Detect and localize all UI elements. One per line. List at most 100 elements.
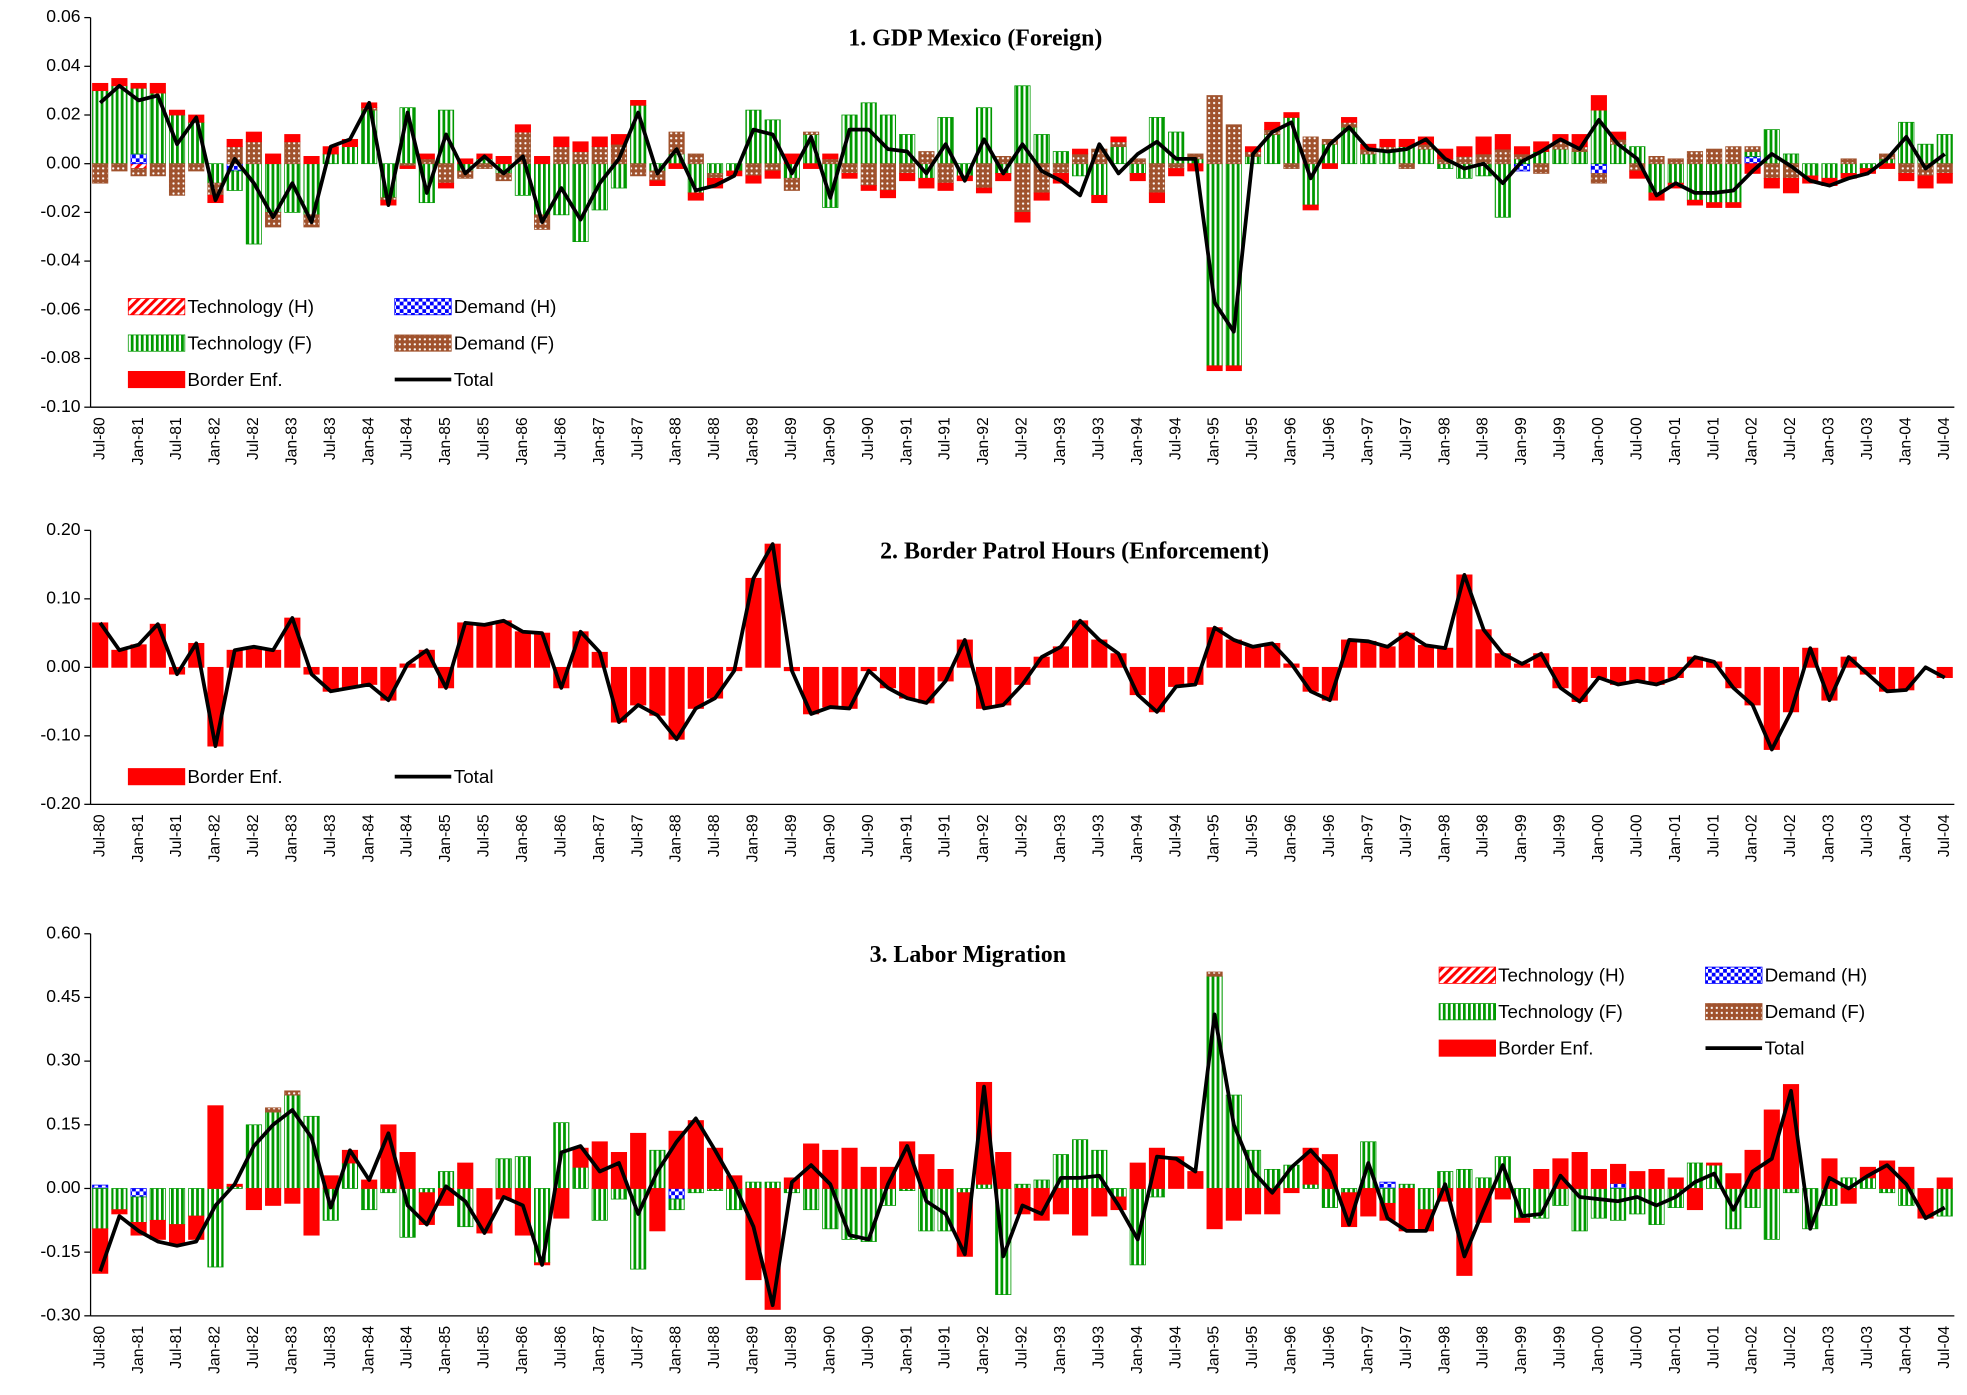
bar-segment <box>1302 666 1319 692</box>
x-tick-label: Jan-92 <box>975 1326 992 1374</box>
x-tick-label: Jul-86 <box>552 1326 569 1369</box>
bar-segment <box>476 624 493 668</box>
bar-segment <box>841 173 858 179</box>
chart-title: 1. GDP Mexico (Foreign) <box>848 26 1102 52</box>
x-tick-label: Jul-80 <box>91 417 108 460</box>
bar-segment <box>1879 1188 1896 1194</box>
legend-swatch <box>1705 966 1763 984</box>
bar-segment <box>1398 163 1415 169</box>
legend-swatch <box>127 370 186 389</box>
bar-segment <box>265 1188 282 1206</box>
x-tick-label: Jul-93 <box>1090 1326 1107 1369</box>
y-tick-label: 0.60 <box>46 922 80 942</box>
bar-segment <box>668 1198 685 1211</box>
x-tick-label: Jul-95 <box>1244 814 1261 857</box>
bar-segment <box>92 163 109 184</box>
x-tick-label: Jul-98 <box>1475 1326 1492 1369</box>
bar-segment <box>1590 1188 1607 1219</box>
y-tick-label: 0.15 <box>46 1113 80 1133</box>
bar-segment <box>572 151 589 165</box>
x-tick-label: Jan-01 <box>1667 417 1684 465</box>
bar-segment <box>534 156 551 165</box>
legend-label: Border Enf. <box>187 766 282 787</box>
x-tick-label: Jul-94 <box>1167 417 1184 460</box>
bar-segment <box>841 1147 858 1189</box>
x-tick-label: Jan-88 <box>668 417 685 465</box>
x-tick-label: Jul-98 <box>1475 417 1492 460</box>
x-tick-label: Jan-93 <box>1052 814 1069 862</box>
bar-segment <box>1840 163 1857 174</box>
bar-segment <box>514 1156 531 1189</box>
bar-segment <box>1494 134 1511 150</box>
x-tick-label: Jul-02 <box>1782 1326 1799 1369</box>
x-tick-label: Jul-04 <box>1936 417 1953 460</box>
y-tick-label: 0.10 <box>46 587 80 607</box>
bar-segment <box>476 163 493 169</box>
bar-segment <box>1494 163 1511 218</box>
x-tick-label: Jan-90 <box>821 417 838 465</box>
bar-segment <box>1052 1154 1069 1189</box>
bar-segment <box>860 163 877 186</box>
bar-segment <box>1206 975 1223 1189</box>
bar-segment <box>130 82 147 89</box>
x-tick-label: Jan-91 <box>898 417 915 465</box>
legend-label: Technology (H) <box>1498 964 1625 985</box>
bar-segment <box>1744 156 1761 165</box>
bar-segment <box>745 175 762 184</box>
bar-segment <box>265 1107 282 1113</box>
legend-label: Border Enf. <box>187 369 282 390</box>
bar-segment <box>975 163 993 189</box>
bar-segment <box>1725 1173 1742 1189</box>
x-tick-label: Jul-04 <box>1936 814 1953 857</box>
x-tick-label: Jul-82 <box>245 814 262 857</box>
bar-segment <box>1456 146 1473 157</box>
bar-segment <box>1014 1183 1031 1189</box>
bar-segment <box>265 153 282 165</box>
x-tick-label: Jan-00 <box>1590 1326 1607 1374</box>
x-tick-label: Jan-94 <box>1129 417 1146 465</box>
x-tick-label: Jul-82 <box>245 417 262 460</box>
bar-segment <box>899 163 916 174</box>
y-tick-label: 0.06 <box>46 6 80 26</box>
chart-title: 2. Border Patrol Hours (Enforcement) <box>880 538 1269 564</box>
bar-segment <box>687 666 704 709</box>
bar-segment <box>1072 163 1089 177</box>
bar-segment <box>1648 1168 1665 1189</box>
x-tick-label: Jul-83 <box>322 814 339 857</box>
bar-segment <box>1417 645 1435 668</box>
bar-segment <box>1302 204 1319 211</box>
bar-segment <box>860 1188 877 1242</box>
bar-segment <box>1148 163 1166 194</box>
bar-segment <box>1513 146 1531 155</box>
bar-segment <box>572 1166 589 1189</box>
x-tick-label: Jul-00 <box>1628 1326 1645 1369</box>
x-tick-label: Jul-85 <box>476 814 493 857</box>
bar-segment <box>1936 173 1953 184</box>
bar-segment <box>764 170 781 179</box>
bar-segment <box>553 146 570 165</box>
bar-segment <box>437 163 455 184</box>
bar-segment <box>1782 1188 1800 1194</box>
x-tick-label: Jan-85 <box>437 417 454 465</box>
bar-segment <box>361 1188 378 1211</box>
bar-segment <box>668 131 685 155</box>
legend-label: Technology (F) <box>187 332 312 353</box>
bar-segment <box>1898 666 1915 691</box>
y-tick-label: -0.06 <box>40 298 80 318</box>
bar-segment <box>1244 1188 1262 1215</box>
bar-segment <box>745 577 762 668</box>
legend-label: Demand (F) <box>454 332 555 353</box>
bar-segment <box>803 1188 820 1211</box>
bar-segment <box>111 1188 128 1211</box>
x-tick-label: Jul-91 <box>937 814 954 857</box>
bar-segment <box>1110 141 1127 148</box>
x-tick-label: Jul-83 <box>322 1326 339 1369</box>
bar-segment <box>130 153 147 165</box>
bar-segment <box>668 1188 685 1200</box>
bar-segment <box>399 165 416 169</box>
bar-segment <box>245 131 262 143</box>
bar-segment <box>1302 1183 1319 1189</box>
bar-segment <box>937 163 954 184</box>
x-tick-label: Jul-04 <box>1936 1326 1953 1369</box>
x-tick-label: Jan-96 <box>1283 1326 1300 1374</box>
